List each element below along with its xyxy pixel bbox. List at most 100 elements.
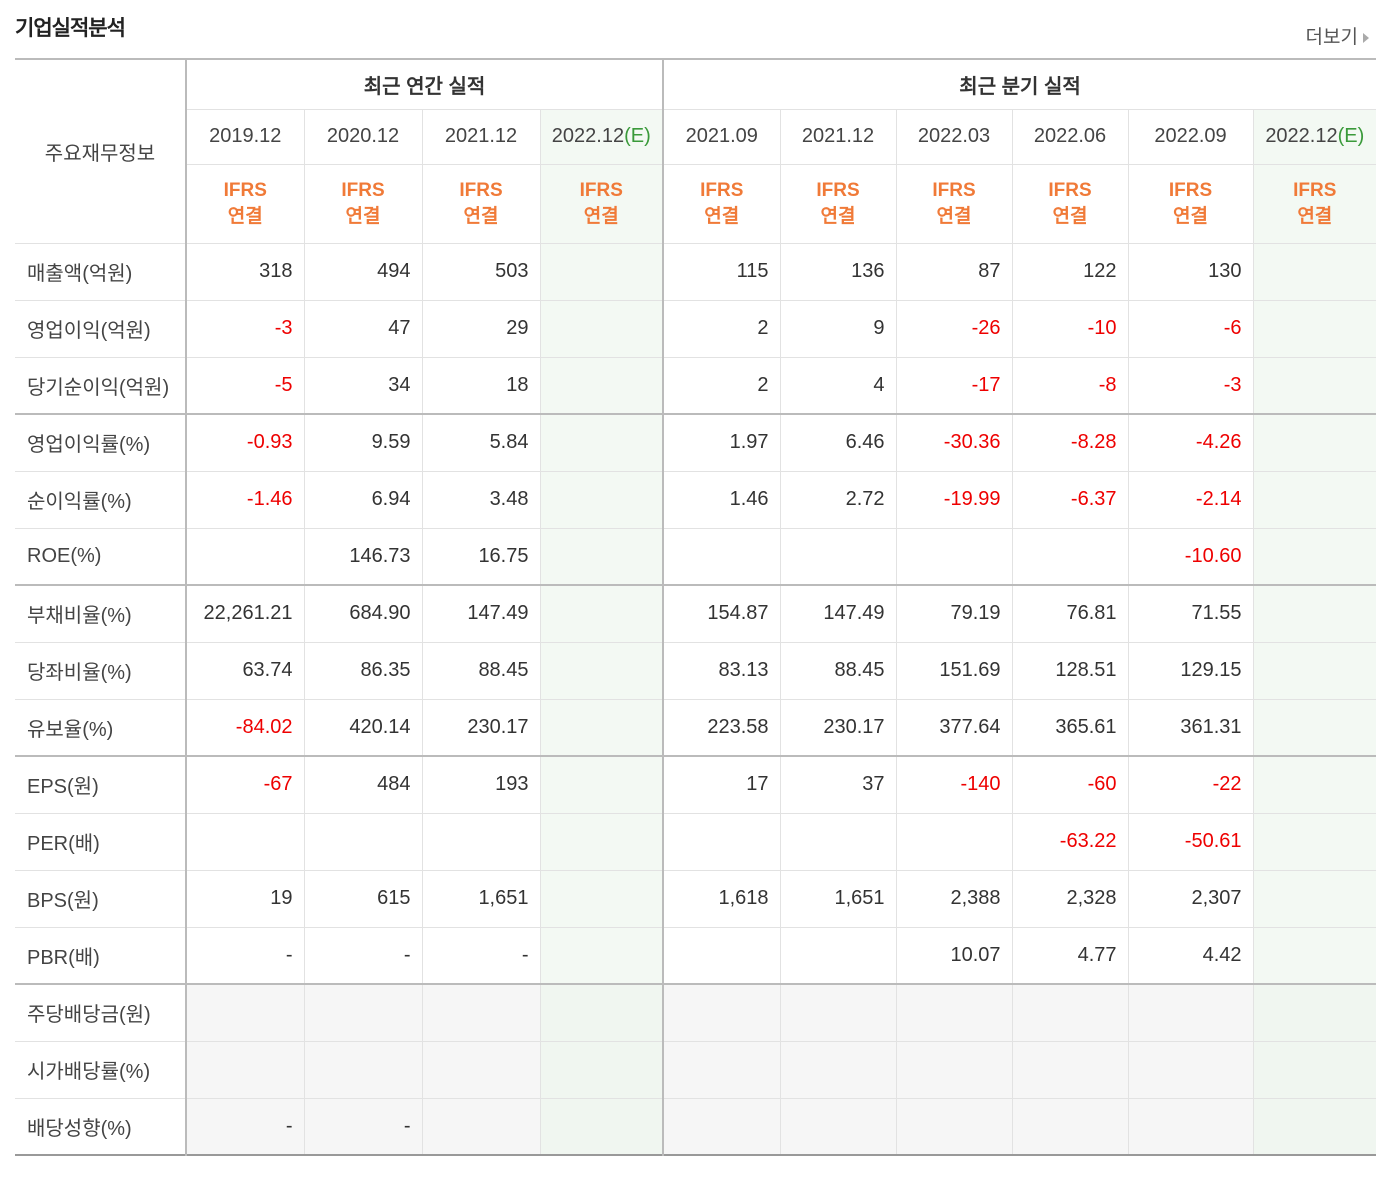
- row-label: 시가배당률(%): [15, 1040, 187, 1099]
- basis-line: IFRS: [700, 179, 744, 201]
- value-cell: 2,328: [1011, 869, 1129, 928]
- value-cell: 9.59: [303, 413, 423, 472]
- value-cell: -22: [1127, 755, 1254, 814]
- value-cell: -: [185, 926, 305, 985]
- basis-header: IFRS 연결: [421, 163, 541, 244]
- period: 2021.12: [801, 125, 875, 147]
- value-cell: 47: [303, 299, 423, 358]
- data-row: 배당성향(%) - -: [15, 1097, 1377, 1156]
- value-cell: 377.64: [895, 698, 1013, 757]
- value-cell: -: [303, 1097, 423, 1156]
- data-row: 주당배당금(원): [15, 983, 1377, 1042]
- more-text[interactable]: 더보기: [1305, 27, 1358, 48]
- value-cell: [662, 1040, 781, 1099]
- basis-line: IFRS: [932, 179, 976, 201]
- value-cell: 147.49: [421, 584, 541, 643]
- value-cell: -1.46: [185, 470, 305, 529]
- data-row: 유보율(%) -84.02 420.14 230.17 223.58 230.17 377.…: [15, 698, 1377, 757]
- value-cell: -: [303, 926, 423, 985]
- value-cell: [421, 812, 541, 871]
- value-cell: 2.72: [779, 470, 897, 529]
- value-cell: 76.81: [1011, 584, 1129, 643]
- value-cell: [1252, 1097, 1377, 1156]
- basis-header: IFRS 연결: [539, 163, 665, 244]
- value-cell: [1011, 527, 1129, 586]
- value-cell: 6.46: [779, 413, 897, 472]
- value-cell: 684.90: [303, 584, 423, 643]
- basis-header: IFRS 연결: [1011, 163, 1129, 244]
- value-cell: [539, 584, 665, 643]
- value-cell: -17: [895, 356, 1013, 415]
- value-cell: 115: [662, 242, 781, 301]
- value-cell: [539, 869, 665, 928]
- value-cell: [779, 983, 897, 1042]
- basis-line: IFRS: [1048, 179, 1092, 201]
- value-cell: [895, 812, 1013, 871]
- value-cell: [1011, 983, 1129, 1042]
- value-cell: [779, 1097, 897, 1156]
- value-cell: [539, 1040, 665, 1099]
- value-cell: [421, 1040, 541, 1099]
- period-header: 2019.12: [186, 108, 305, 165]
- value-cell: -50.61: [1127, 812, 1254, 871]
- value-cell: -63.22: [1011, 812, 1129, 871]
- value-cell: [1252, 755, 1377, 814]
- data-row: 시가배당률(%): [15, 1040, 1377, 1099]
- value-cell: 1.46: [662, 470, 781, 529]
- value-cell: [539, 356, 665, 415]
- value-cell: [1252, 356, 1377, 415]
- value-cell: -3: [185, 299, 305, 358]
- value-cell: 87: [895, 242, 1013, 301]
- value-cell: 2: [662, 299, 781, 358]
- value-cell: [1011, 1097, 1129, 1156]
- basis-line: IFRS: [459, 179, 503, 201]
- data-row: 매출액(억원) 318 494 503 115 136 87 122 130: [15, 242, 1377, 301]
- basis-line: IFRS: [341, 179, 385, 201]
- data-row: 부채비율(%) 22,261.21 684.90 147.49 154.87 147.49…: [15, 584, 1377, 643]
- value-cell: [1011, 1040, 1129, 1099]
- value-cell: 193: [421, 755, 541, 814]
- row-label: 영업이익(억원): [15, 299, 187, 358]
- more-link[interactable]: 더보기: [1306, 22, 1370, 49]
- basis-line: IFRS: [1168, 179, 1213, 201]
- value-cell: [539, 755, 665, 814]
- value-cell: [662, 926, 781, 985]
- basis-line: 연결: [936, 205, 972, 227]
- value-cell: [1252, 1040, 1377, 1099]
- value-cell: 88.45: [421, 641, 541, 700]
- value-cell: [539, 641, 665, 700]
- basis-line: 연결: [1297, 205, 1333, 227]
- period-header: 2022.12(E): [1252, 108, 1377, 165]
- value-cell: [303, 812, 423, 871]
- value-cell: 122: [1011, 242, 1129, 301]
- value-cell: [895, 983, 1013, 1042]
- value-cell: -30.36: [895, 413, 1013, 472]
- value-cell: 3.48: [421, 470, 541, 529]
- basis-header: IFRS 연결: [662, 163, 781, 244]
- value-cell: [1252, 527, 1377, 586]
- value-cell: -67: [185, 755, 305, 814]
- value-cell: 230.17: [421, 698, 541, 757]
- row-label: PBR(배): [15, 926, 187, 985]
- data-row: BPS(원) 19 615 1,651 1,618 1,651 2,388 2,328 2,30…: [15, 869, 1377, 928]
- value-cell: [1252, 470, 1377, 529]
- period-header: 2021.12: [421, 108, 541, 165]
- value-cell: [1127, 1097, 1254, 1156]
- value-cell: 365.61: [1011, 698, 1129, 757]
- value-cell: 71.55: [1127, 584, 1254, 643]
- value-cell: 4.42: [1127, 926, 1254, 985]
- value-cell: 29: [421, 299, 541, 358]
- value-cell: 494: [303, 242, 423, 301]
- value-cell: [1252, 299, 1377, 358]
- basis-line: 연결: [704, 205, 740, 227]
- value-cell: 136: [779, 242, 897, 301]
- value-cell: 361.31: [1127, 698, 1254, 757]
- data-row: PER(배) -63.22 -50.61: [15, 812, 1377, 871]
- value-cell: 18: [421, 356, 541, 415]
- value-cell: [662, 527, 781, 586]
- more-arrow[interactable]: [1362, 32, 1370, 44]
- value-cell: -5: [185, 356, 305, 415]
- value-cell: [895, 527, 1013, 586]
- basis-line: 연결: [463, 205, 499, 227]
- basis-header: IFRS 연결: [895, 163, 1013, 244]
